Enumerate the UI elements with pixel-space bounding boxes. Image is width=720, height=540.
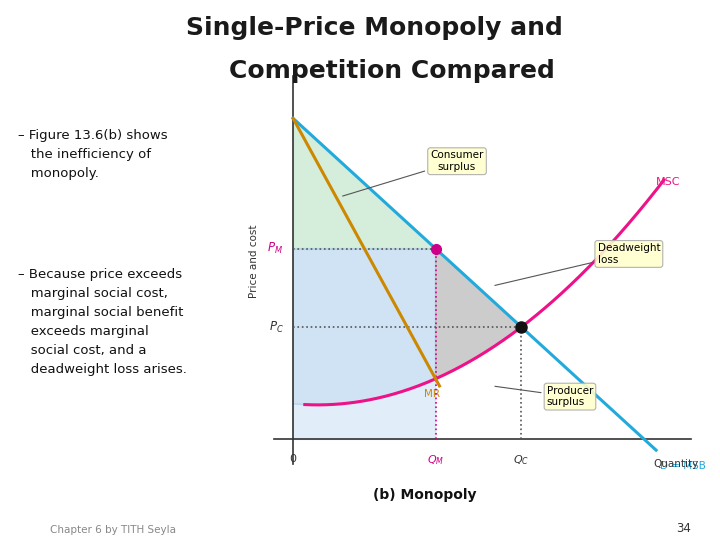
Text: (b) Monopoly: (b) Monopoly: [373, 488, 477, 502]
Text: D = MSB: D = MSB: [660, 461, 706, 471]
Polygon shape: [293, 118, 436, 248]
Polygon shape: [436, 248, 521, 379]
Text: Competition Compared: Competition Compared: [194, 59, 555, 83]
Polygon shape: [293, 248, 436, 405]
Polygon shape: [293, 379, 436, 440]
Text: Producer
surplus: Producer surplus: [495, 386, 593, 407]
Text: Price and cost: Price and cost: [249, 224, 259, 298]
Text: MR: MR: [423, 389, 440, 400]
Text: – Figure 13.6(b) shows
   the inefficiency of
   monopoly.: – Figure 13.6(b) shows the inefficiency …: [17, 129, 167, 179]
Text: $Q_C$: $Q_C$: [513, 454, 529, 468]
Text: – Because price exceeds
   marginal social cost,
   marginal social benefit
   e: – Because price exceeds marginal social …: [17, 268, 186, 376]
Text: Consumer
surplus: Consumer surplus: [343, 151, 484, 196]
Text: $Q_M$: $Q_M$: [427, 454, 444, 468]
Text: 0: 0: [289, 454, 297, 464]
Text: Chapter 6 by TITH Seyla: Chapter 6 by TITH Seyla: [50, 524, 176, 535]
Text: $P_M$: $P_M$: [267, 241, 284, 256]
Text: Deadweight
loss: Deadweight loss: [495, 243, 660, 286]
Text: Single-Price Monopoly and: Single-Price Monopoly and: [186, 16, 563, 40]
Text: 34: 34: [676, 522, 691, 535]
Text: $P_C$: $P_C$: [269, 320, 284, 335]
Text: MSC: MSC: [656, 177, 680, 186]
Text: Quantity: Quantity: [653, 459, 698, 469]
